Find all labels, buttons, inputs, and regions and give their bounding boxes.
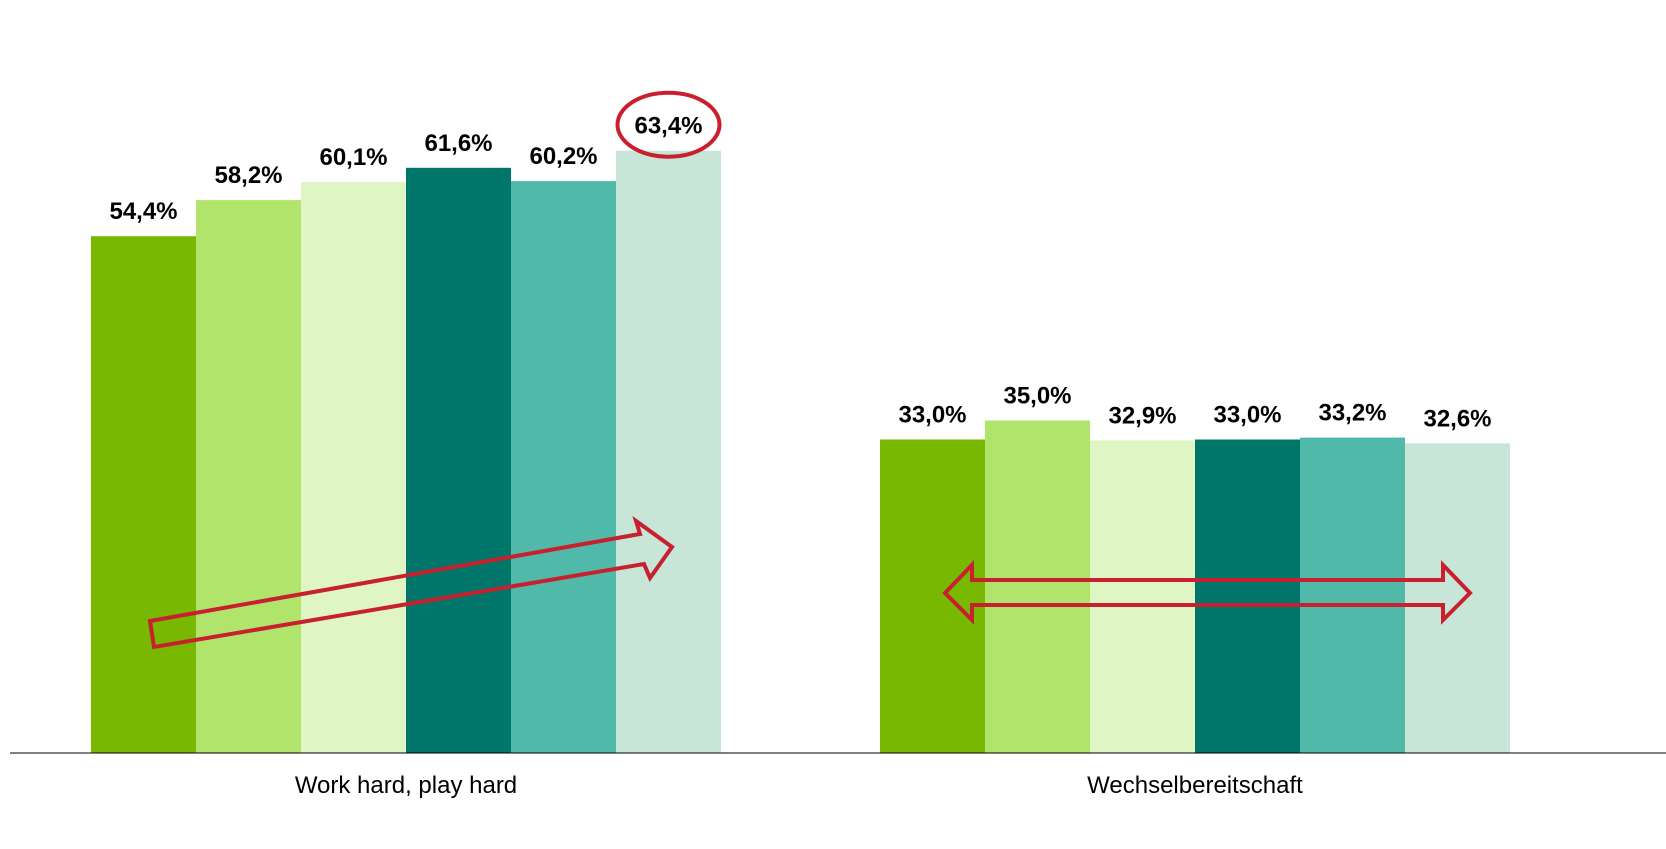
bar	[985, 420, 1090, 753]
value-label: 61,6%	[424, 130, 492, 157]
stable-double-arrow	[942, 560, 1473, 625]
value-labels-layer: 54,4% 58,2% 60,1% 61,6% 60,2% 63,4% 33,0% 35,0%…	[109, 113, 1491, 433]
bar	[406, 167, 511, 754]
bar	[511, 181, 616, 754]
bar	[1405, 443, 1510, 753]
bar	[1195, 439, 1300, 753]
annotations-layer	[147, 90, 1473, 650]
bar	[1300, 437, 1405, 753]
bar	[1090, 440, 1195, 753]
value-label: 63,4%	[634, 113, 702, 140]
value-label: 60,2%	[529, 143, 597, 170]
bars-layer	[91, 150, 1510, 754]
bar	[880, 439, 985, 753]
bar	[91, 236, 196, 753]
highlight-ellipse	[615, 90, 722, 159]
value-label: 32,6%	[1423, 405, 1491, 432]
value-label: 35,0%	[1003, 383, 1071, 410]
value-label: 54,4%	[109, 198, 177, 225]
category-labels-layer: Work hard, play hard Wechselbereitschaft	[295, 772, 1303, 799]
category-label: Work hard, play hard	[295, 772, 517, 799]
bar	[301, 182, 406, 754]
category-label: Wechselbereitschaft	[1087, 772, 1303, 799]
value-label: 58,2%	[214, 162, 282, 189]
value-label: 32,9%	[1108, 402, 1176, 429]
rising-trend-arrow	[147, 515, 675, 650]
bar	[196, 200, 301, 754]
value-label: 33,0%	[1213, 402, 1281, 429]
value-label: 33,0%	[898, 402, 966, 429]
value-label: 33,2%	[1318, 400, 1386, 427]
value-label: 60,1%	[319, 144, 387, 171]
bar	[616, 150, 721, 753]
